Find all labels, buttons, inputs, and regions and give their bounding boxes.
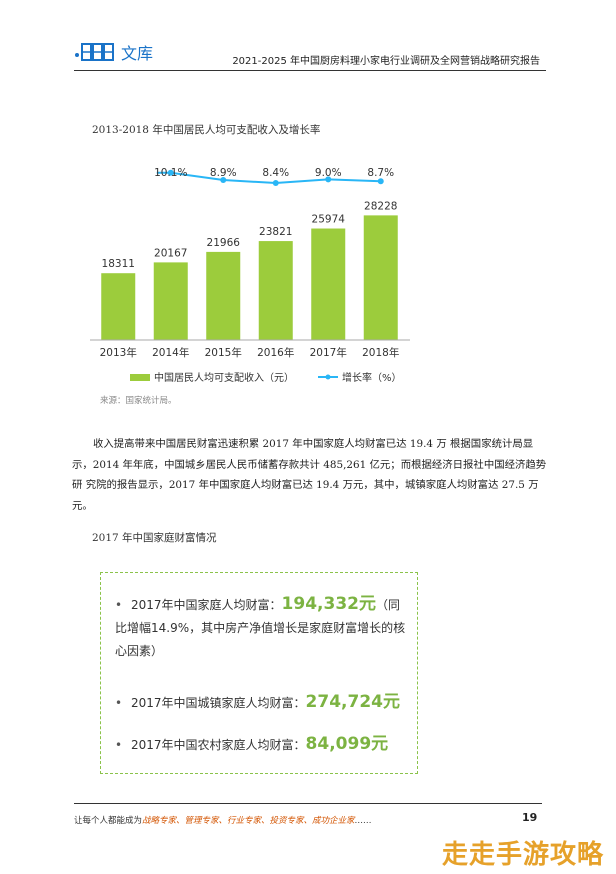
growth-point-2 xyxy=(220,177,227,183)
brand-watermark: 走走手游攻略 xyxy=(442,840,605,870)
growth-point-5 xyxy=(377,178,384,185)
legend-label-income: 中国居民人均可支配收入（元） xyxy=(154,371,294,384)
wealth-note: （同比增幅14.9%，其中房产净值增长是家庭财富增长的核心因素） xyxy=(115,598,406,658)
bar-value-label-5: 28228 xyxy=(364,200,397,212)
growth-label-1: 10.1% xyxy=(154,167,187,179)
bar-5 xyxy=(363,215,398,340)
wealth-value: 194,332元 xyxy=(281,594,376,614)
wealth-label: 2017年中国城镇家庭人均财富： xyxy=(131,696,306,710)
wealth-value: 274,724元 xyxy=(305,692,400,712)
growth-label-4: 9.0% xyxy=(315,167,342,179)
bar-value-label-0: 18311 xyxy=(102,258,135,270)
logo-text: 文库 xyxy=(121,44,154,63)
income-chart: 10.1% 8.9% 8.4% 9.0% 8.7% 18311 20167 21966 238… xyxy=(90,167,410,384)
bullet-icon: • xyxy=(115,696,123,710)
x-tick-label-0: 2013年 xyxy=(100,346,137,359)
growth-label-5: 8.7% xyxy=(367,167,394,179)
footer-roles: 战略专家、管理专家、行业专家、投资专家、成功企业家 xyxy=(142,816,355,826)
legend-dot-growth xyxy=(325,374,331,380)
bullet-icon: • xyxy=(115,738,123,752)
growth-point-3 xyxy=(272,180,279,186)
page-header: 文库 2021-2025 年中国厨房料理小家电行业调研及全网营销战略研究报告 xyxy=(74,38,546,71)
bar-value-label-2: 21966 xyxy=(207,237,241,249)
bullet-icon: • xyxy=(115,598,123,612)
wealth-item-national: • 2017年中国家庭人均财富：194,332元（同比增幅14.9%，其中房产净值… xyxy=(115,593,411,663)
page-number: 19 xyxy=(522,811,538,824)
section-title: 2017 年中国家庭财富情况 xyxy=(92,532,217,544)
footer-tagline: 让每个人都能成为战略专家、管理专家、行业专家、投资专家、成功企业家…… xyxy=(74,814,372,826)
wealth-label: 2017年中国农村家庭人均财富： xyxy=(131,738,306,752)
bar-2 xyxy=(206,251,241,340)
bar-3 xyxy=(258,241,293,340)
x-tick-label-3: 2016年 xyxy=(257,346,294,359)
paragraph-text: 收入提高带来中国居民财富迅速积累 2017 年中国家庭人均财富已达 19.4 万… xyxy=(72,438,547,512)
bar-0 xyxy=(101,273,136,340)
footer-suffix: …… xyxy=(354,816,372,826)
x-tick-label-5: 2018年 xyxy=(362,346,399,359)
bar-4 xyxy=(311,228,346,340)
legend-swatch-income xyxy=(130,374,150,381)
body-paragraph: 收入提高带来中国居民财富迅速积累 2017 年中国家庭人均财富已达 19.4 万… xyxy=(72,434,550,516)
x-tick-label-2: 2015年 xyxy=(205,346,242,359)
wealth-summary-box: • 2017年中国家庭人均财富：194,332元（同比增幅14.9%，其中房产净值… xyxy=(100,572,418,774)
logo: 文库 xyxy=(74,40,153,64)
chart-title: 2013-2018 年中国居民人均可支配收入及增长率 xyxy=(92,124,321,136)
x-tick-label-4: 2017年 xyxy=(310,346,347,359)
growth-label-3: 8.4% xyxy=(262,167,289,179)
bar-value-label-1: 20167 xyxy=(154,247,187,259)
growth-point-4 xyxy=(325,176,332,183)
bar-value-label-4: 25974 xyxy=(312,214,346,226)
wealth-value: 84,099元 xyxy=(305,734,389,754)
wealth-item-urban: • 2017年中国城镇家庭人均财富：274,724元 xyxy=(115,691,411,715)
legend-label-growth: 增长率（%） xyxy=(342,371,402,384)
x-tick-label-1: 2014年 xyxy=(152,346,189,359)
footer-divider xyxy=(74,803,542,804)
footer-prefix: 让每个人都能成为 xyxy=(74,816,143,826)
report-title: 2021-2025 年中国厨房料理小家电行业调研及全网营销战略研究报告 xyxy=(232,56,540,67)
growth-point-1 xyxy=(167,169,174,176)
wealth-label: 2017年中国家庭人均财富： xyxy=(131,598,282,612)
wealth-item-rural: • 2017年中国农村家庭人均财富：84,099元 xyxy=(115,733,411,757)
bar-value-label-3: 23821 xyxy=(259,226,292,238)
growth-label-2: 8.9% xyxy=(210,167,237,179)
bar-1 xyxy=(153,262,188,340)
logo-mark-icon xyxy=(75,43,114,61)
chart-source: 来源：国家统计局。 xyxy=(100,396,177,406)
